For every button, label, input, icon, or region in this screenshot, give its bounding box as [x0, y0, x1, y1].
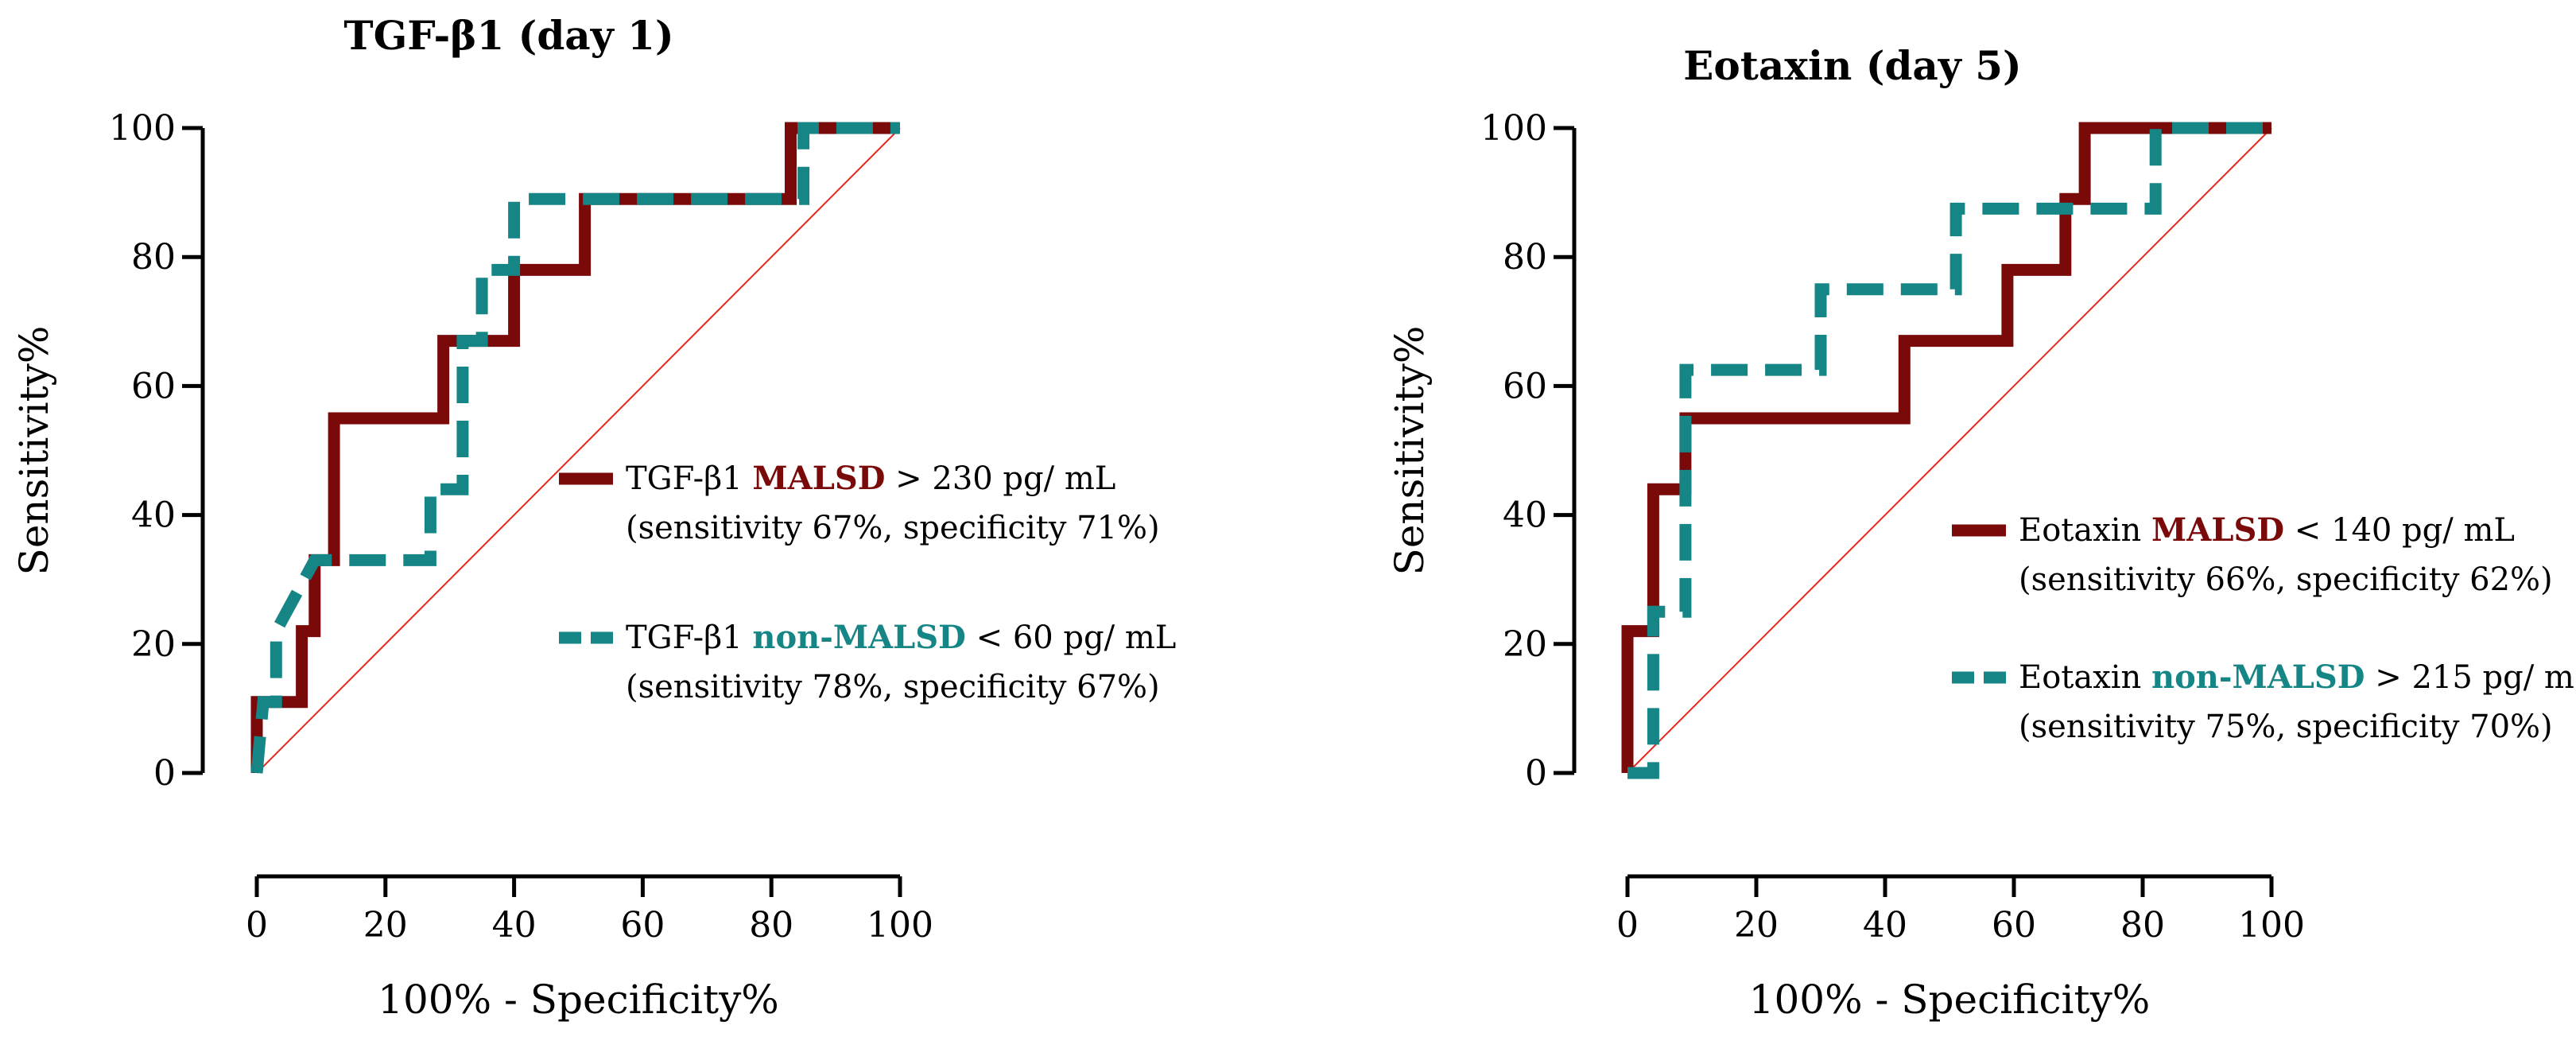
legend-note: (sensitivity 75%, specificity 70%) [2019, 709, 2553, 745]
y-tick-label: 80 [131, 237, 176, 278]
legend-note: (sensitivity 78%, specificity 67%) [626, 669, 1160, 705]
chart-title: Eotaxin (day 5) [1683, 42, 2021, 89]
legend-series-name: non-MALSD [752, 619, 965, 656]
legend-threshold: > 215 pg/ mL [2365, 659, 2576, 696]
x-tick-label: 0 [1616, 905, 1639, 946]
y-axis-label: Sensitivity% [1387, 326, 1433, 576]
legend-series-name: MALSD [2151, 511, 2284, 549]
legend-label: TGF-β1 MALSD > 230 pg/ mL [626, 460, 1115, 497]
x-tick-label: 40 [1863, 905, 1907, 946]
legend-prefix: TGF-β1 [626, 460, 752, 497]
y-tick-label: 40 [131, 495, 176, 536]
legend-entry-2: Eotaxin non-MALSD > 215 pg/ mL (sensitivi… [1952, 658, 2576, 745]
legend-threshold: < 60 pg/ mL [966, 619, 1176, 656]
y-tick-label: 60 [1503, 366, 1547, 406]
x-axis-label: 100% - Specificity% [378, 977, 779, 1023]
x-tick-label: 80 [749, 905, 793, 946]
legend-entry-1: TGF-β1 MALSD > 230 pg/ mL (sensitivity 67… [559, 460, 1160, 546]
legend-prefix: TGF-β1 [626, 619, 752, 656]
legend-entry-1: Eotaxin MALSD < 140 pg/ mL (sensitivity 6… [1952, 511, 2553, 598]
chart-panel-1: TGF-β1 (day 1) 0 20 40 60 80 100 0 20 40 60 80 100 10… [11, 12, 1176, 1023]
legend-entry-2: TGF-β1 non-MALSD < 60 pg/ mL (sensitivity… [559, 619, 1176, 705]
x-tick-label: 60 [1992, 905, 2036, 946]
legend-series-name: non-MALSD [2151, 658, 2365, 696]
legend-threshold: > 230 pg/ mL [885, 460, 1115, 497]
legend-label: TGF-β1 non-MALSD < 60 pg/ mL [626, 619, 1176, 656]
legend-series-name: MALSD [752, 460, 885, 497]
x-tick-label: 0 [246, 905, 268, 946]
y-tick-label: 100 [109, 108, 176, 149]
x-tick-label: 40 [492, 905, 537, 946]
x-tick-label: 60 [620, 905, 665, 946]
x-tick-label: 20 [1734, 905, 1779, 946]
legend-prefix: Eotaxin [2019, 659, 2151, 696]
y-tick-label: 40 [1503, 495, 1547, 536]
y-tick-label: 20 [1503, 624, 1547, 665]
x-tick-label: 100 [867, 905, 933, 946]
legend-label: Eotaxin non-MALSD > 215 pg/ mL [2019, 658, 2576, 696]
y-tick-label: 100 [1480, 108, 1547, 149]
y-axis-label: Sensitivity% [11, 326, 57, 576]
legend-prefix: Eotaxin [2019, 512, 2151, 549]
legend-label: Eotaxin MALSD < 140 pg/ mL [2019, 511, 2515, 549]
y-tick-label: 20 [131, 624, 176, 665]
y-tick-label: 0 [153, 753, 176, 794]
y-tick-label: 80 [1503, 237, 1547, 278]
x-tick-label: 20 [363, 905, 408, 946]
chart-title: TGF-β1 (day 1) [343, 12, 673, 59]
legend-note: (sensitivity 67%, specificity 71%) [626, 510, 1160, 546]
y-tick-label: 60 [131, 366, 176, 406]
chart-panel-2: Eotaxin (day 5) 0 20 40 60 80 100 0 20 40 60 80 100 1… [1387, 42, 2576, 1023]
x-tick-label: 100 [2238, 905, 2305, 946]
legend-threshold: < 140 pg/ mL [2284, 512, 2515, 549]
x-tick-label: 80 [2120, 905, 2165, 946]
x-axis-label: 100% - Specificity% [1749, 977, 2151, 1023]
y-tick-label: 0 [1525, 753, 1547, 794]
legend-note: (sensitivity 66%, specificity 62%) [2019, 561, 2553, 598]
